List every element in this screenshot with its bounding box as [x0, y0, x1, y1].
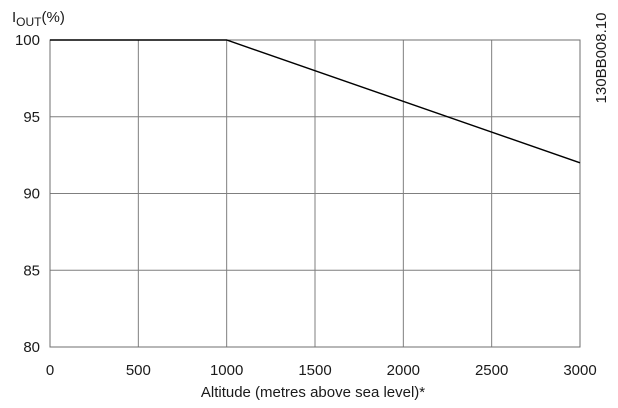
x-tick-label-1500: 1500	[298, 362, 331, 379]
y-axis-ticks: 80 85 90 95 100	[15, 32, 40, 356]
x-tick-label-3000: 3000	[563, 362, 596, 379]
x-tick-label-2000: 2000	[387, 362, 420, 379]
y-tick-label-100: 100	[15, 32, 40, 49]
series-line-1	[50, 39, 581, 164]
y-axis-label: IOUT(%)	[12, 9, 65, 29]
figure-code: 130BB008.10	[593, 13, 610, 104]
y-tick-label-95: 95	[23, 109, 40, 126]
x-axis-ticks: 0 500 1000 1500 2000 2500 3000	[46, 362, 597, 379]
y-tick-label-80: 80	[23, 339, 40, 356]
x-tick-label-1000: 1000	[210, 362, 243, 379]
grid-lines	[49, 39, 581, 348]
x-axis-label: Altitude (metres above sea level)*	[201, 384, 425, 401]
x-tick-label-500: 500	[126, 362, 151, 379]
y-tick-label-90: 90	[23, 186, 40, 203]
plot-frame	[49, 39, 581, 348]
series-layer	[50, 39, 581, 164]
x-tick-label-2500: 2500	[475, 362, 508, 379]
x-tick-label-0: 0	[46, 362, 54, 379]
y-tick-label-85: 85	[23, 262, 40, 279]
